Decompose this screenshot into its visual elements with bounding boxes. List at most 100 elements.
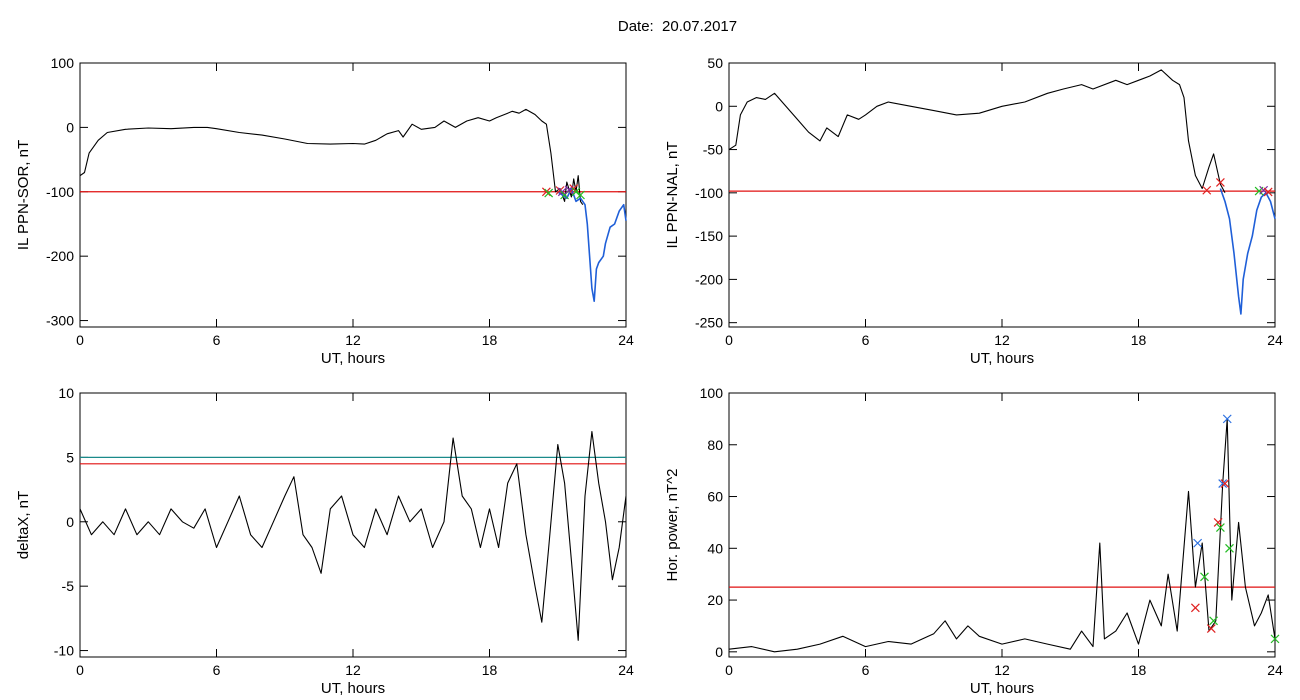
event-marker — [1200, 572, 1209, 582]
x-axis-label: UT, hours — [321, 350, 385, 367]
y-tick-label: 0 — [66, 119, 74, 135]
event-marker — [1202, 185, 1212, 195]
event-marker — [541, 187, 551, 197]
y-axis-label: IL PPN-NAL, nT — [664, 142, 681, 249]
y-tick-label: -200 — [46, 248, 74, 264]
event-marker-stroke — [1220, 479, 1230, 489]
event-marker-stroke — [1263, 187, 1273, 197]
event-marker — [1263, 187, 1273, 197]
filtered-series-line — [1219, 188, 1276, 315]
event-marker-stroke — [1215, 523, 1225, 533]
plot-frame — [79, 62, 627, 328]
event-marker-stroke — [571, 187, 581, 197]
page-title: Date: 20.07.2017 — [617, 18, 738, 35]
x-tick-label: 6 — [213, 662, 221, 678]
x-tick-label: 24 — [618, 662, 634, 678]
x-tick-label: 18 — [1131, 662, 1147, 678]
event-marker-stroke — [1222, 414, 1232, 424]
y-tick-label: -200 — [695, 271, 723, 287]
y-tick-label: -300 — [46, 313, 74, 329]
event-marker-stroke — [1209, 616, 1218, 626]
x-axis-label: UT, hours — [970, 680, 1034, 697]
event-marker-stroke — [544, 188, 554, 198]
x-tick-label: 24 — [1267, 662, 1283, 678]
x-tick-label: 0 — [725, 332, 733, 348]
y-axis-label: IL PPN-SOR, nT — [15, 140, 32, 250]
event-marker — [1215, 178, 1225, 187]
y-tick-label: 100 — [51, 55, 75, 71]
y-tick-label: 0 — [715, 98, 723, 114]
event-marker-stroke — [1190, 603, 1200, 613]
event-marker — [1218, 479, 1228, 489]
x-tick-label: 18 — [1131, 332, 1147, 348]
x-tick-label: 6 — [213, 332, 221, 348]
y-tick-label: 60 — [707, 489, 723, 505]
y-tick-label: 80 — [707, 437, 723, 453]
event-marker-stroke — [1202, 185, 1212, 195]
series-line — [79, 431, 627, 641]
x-tick-label: 12 — [994, 662, 1010, 678]
x-axis-label: UT, hours — [970, 350, 1034, 367]
x-tick-label: 18 — [482, 332, 498, 348]
x-tick-label: 6 — [862, 662, 870, 678]
x-tick-label: 0 — [76, 332, 84, 348]
event-marker — [1213, 517, 1223, 527]
x-tick-label: 12 — [345, 332, 361, 348]
y-tick-label: 10 — [58, 385, 74, 401]
y-axis-label: deltaX, nT — [15, 491, 32, 559]
event-marker-stroke — [1213, 517, 1223, 527]
event-marker-stroke — [1215, 178, 1225, 187]
event-marker-stroke — [1225, 543, 1234, 553]
series-line — [79, 108, 584, 206]
event-marker — [1206, 624, 1216, 633]
event-marker — [1259, 185, 1269, 195]
event-marker — [1215, 523, 1225, 533]
event-marker — [1220, 479, 1230, 489]
event-marker-stroke — [1206, 624, 1216, 633]
y-tick-label: -100 — [695, 185, 723, 201]
event-marker — [1270, 634, 1280, 644]
y-tick-label: 40 — [707, 540, 723, 556]
event-marker-stroke — [541, 187, 551, 197]
plot-frame — [79, 392, 627, 658]
x-tick-label: 0 — [76, 662, 84, 678]
x-tick-label: 12 — [994, 332, 1010, 348]
y-tick-label: -250 — [695, 315, 723, 331]
event-marker — [1193, 538, 1203, 548]
x-tick-label: 18 — [482, 662, 498, 678]
event-marker — [1222, 414, 1232, 424]
y-tick-label: 20 — [707, 592, 723, 608]
plot-frame — [728, 62, 1276, 328]
event-marker — [1209, 616, 1218, 626]
y-tick-label: -5 — [62, 578, 75, 594]
series-line — [728, 69, 1226, 194]
filtered-series-line — [557, 187, 627, 303]
event-marker-stroke — [569, 184, 579, 193]
x-axis-label: UT, hours — [321, 680, 385, 697]
y-tick-label: -10 — [54, 643, 74, 659]
y-axis-label: Hor. power, nT^2 — [664, 469, 681, 582]
y-tick-label: 100 — [700, 385, 724, 401]
event-marker-stroke — [576, 190, 585, 200]
event-marker-stroke — [1259, 185, 1269, 195]
y-tick-label: 50 — [707, 55, 723, 71]
event-marker — [1225, 543, 1234, 553]
x-tick-label: 12 — [345, 662, 361, 678]
event-marker — [571, 187, 581, 197]
event-marker-stroke — [555, 186, 565, 195]
event-marker — [544, 188, 554, 198]
y-tick-label: -100 — [46, 184, 74, 200]
y-tick-label: 0 — [715, 644, 723, 660]
event-marker-stroke — [1193, 538, 1203, 548]
event-marker-stroke — [1218, 479, 1228, 489]
series-line — [728, 418, 1276, 653]
event-marker — [576, 190, 585, 200]
plot-frame — [728, 392, 1276, 658]
x-tick-label: 0 — [725, 662, 733, 678]
x-tick-label: 6 — [862, 332, 870, 348]
event-marker-stroke — [557, 187, 567, 197]
event-marker — [1190, 603, 1200, 613]
y-tick-label: -50 — [703, 142, 723, 158]
x-tick-label: 24 — [1267, 332, 1283, 348]
